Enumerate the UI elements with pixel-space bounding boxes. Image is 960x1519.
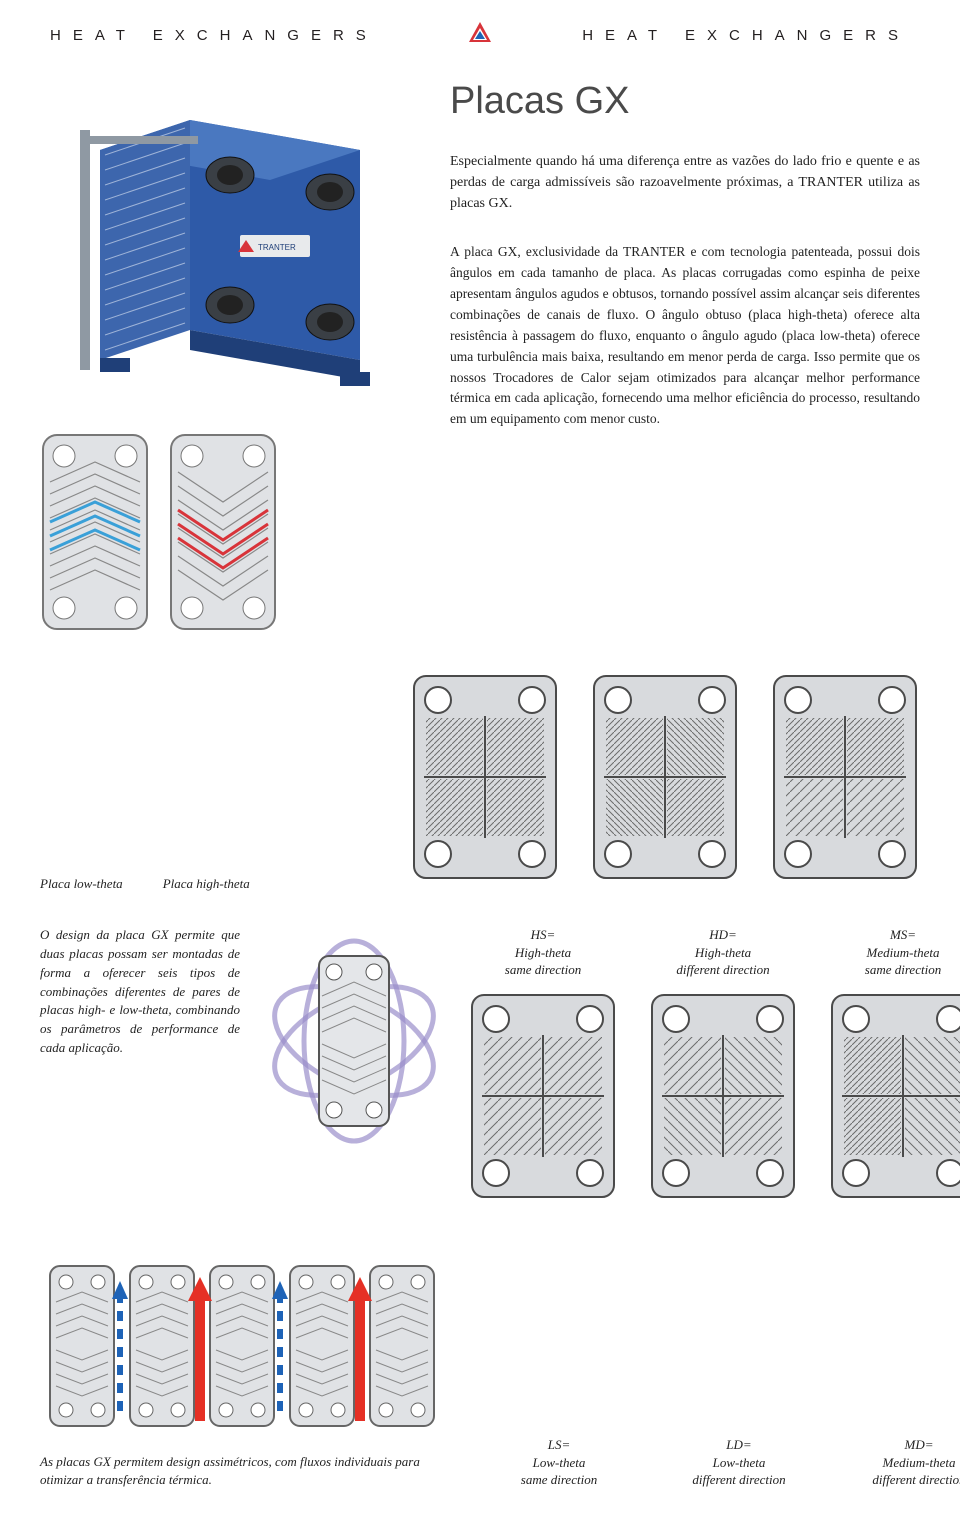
page-title: Placas GX: [450, 80, 920, 123]
page-header: HEAT EXCHANGERS HEAT EXCHANGERS: [40, 20, 920, 80]
plate-low-theta-thumb: [40, 432, 150, 632]
plate-ls: [468, 991, 618, 1201]
label-ls: LS= Low-theta same direction: [484, 1436, 634, 1489]
plate-high-theta-thumb: [168, 432, 278, 632]
label-ld: LD= Low-theta different direction: [664, 1436, 814, 1489]
design-text: O design da placa GX permite que duas pl…: [40, 926, 240, 1058]
cascade-illustration: [40, 1251, 460, 1441]
product-image: TRANTER: [40, 80, 400, 420]
svg-text:TRANTER: TRANTER: [258, 243, 296, 252]
lead-text: Especialmente quando há uma diferença en…: [450, 151, 920, 214]
plate-ms: [770, 672, 920, 892]
label-md: MD= Medium-theta different direction: [844, 1436, 960, 1489]
bottom-caption: As placas GX permitem design assimétrico…: [40, 1453, 460, 1489]
plate-md: [828, 991, 960, 1201]
header-right: HEAT EXCHANGERS: [582, 27, 910, 44]
label-hs: HS= High-theta same direction: [468, 926, 618, 979]
plate-hs: [410, 672, 560, 892]
label-hd: HD= High-theta different direction: [648, 926, 798, 979]
label-ms: MS= Medium-theta same direction: [828, 926, 960, 979]
logo-icon: [467, 20, 493, 50]
header-left: HEAT EXCHANGERS: [50, 27, 378, 44]
plate-hd: [590, 672, 740, 892]
plate-ld: [648, 991, 798, 1201]
theta-captions: Placa low-theta Placa high-theta: [40, 876, 250, 892]
body-text: A placa GX, exclusividade da TRANTER e c…: [450, 242, 920, 430]
atom-plate-illustration: [264, 926, 444, 1156]
